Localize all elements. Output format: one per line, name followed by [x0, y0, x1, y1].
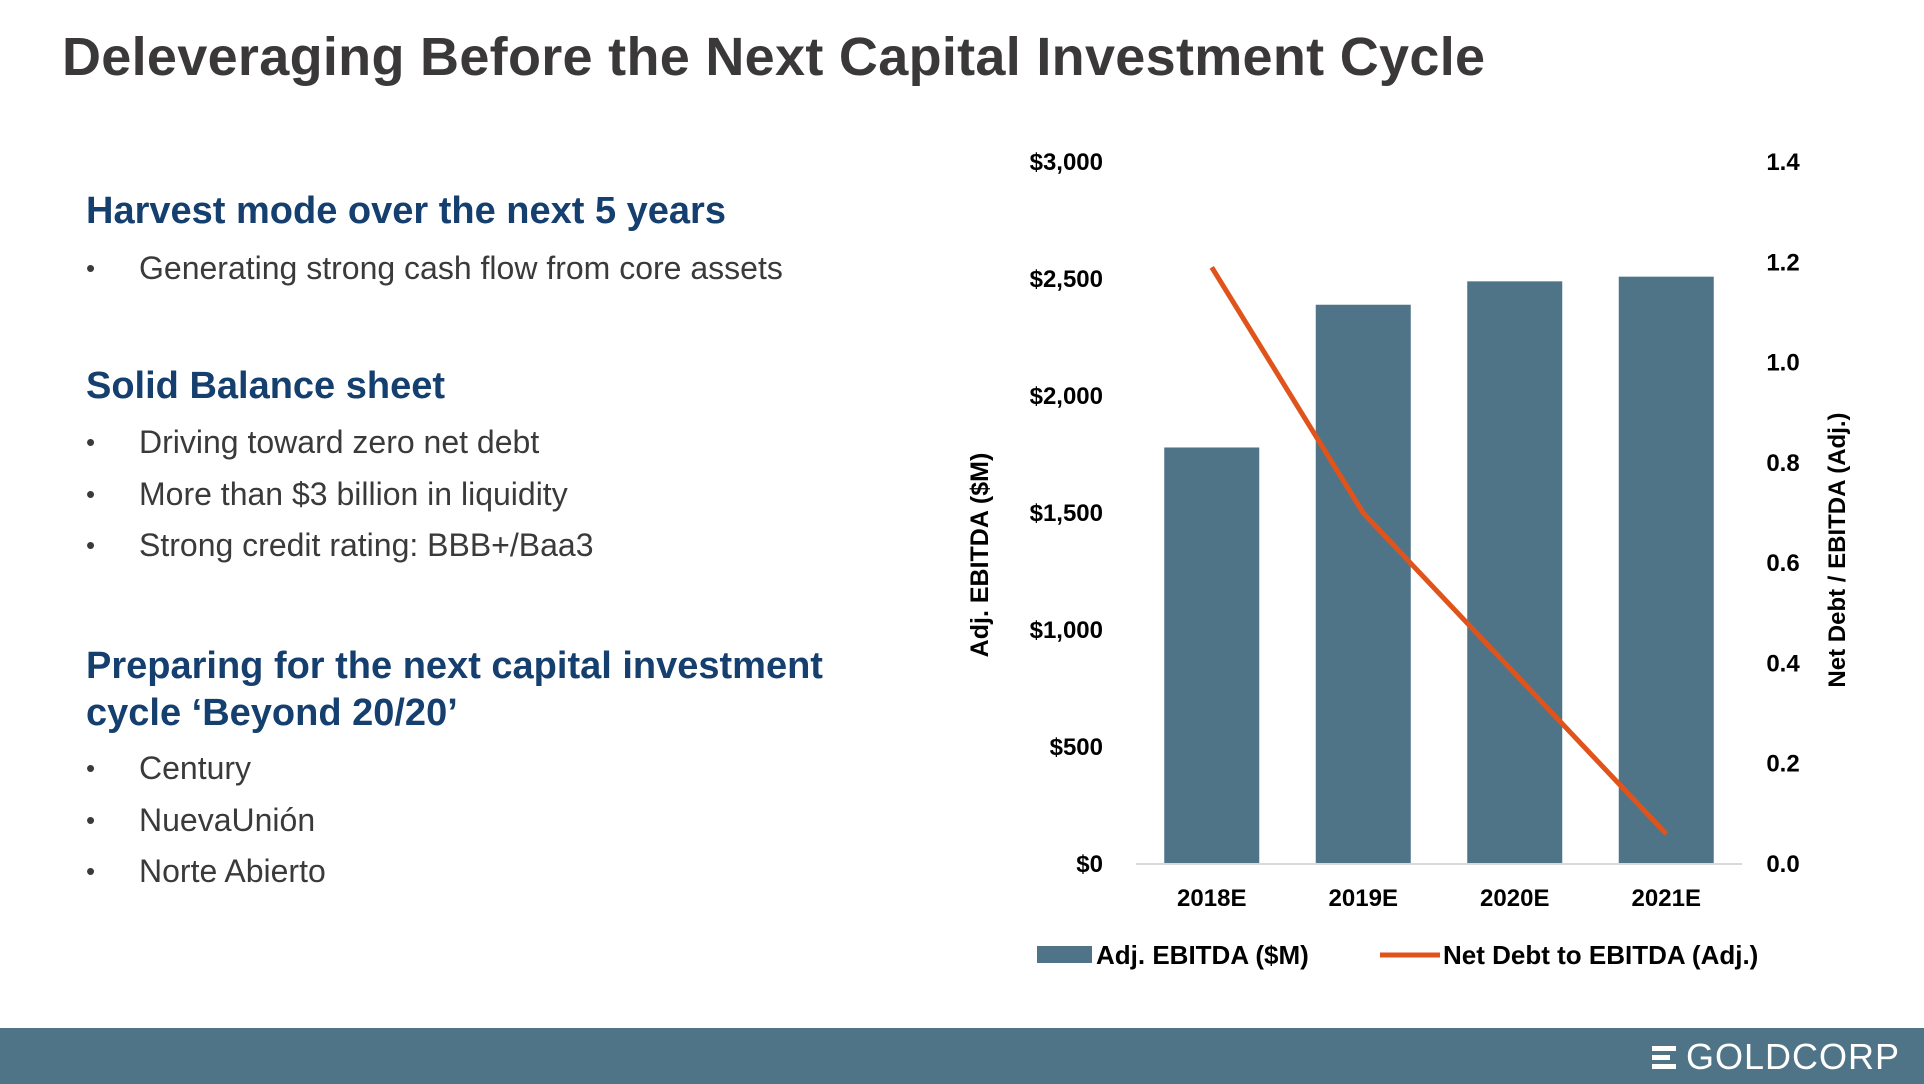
bullet-item: Century: [86, 743, 326, 795]
logo-lines-icon: [1651, 1044, 1682, 1070]
legend-label-net-debt: Net Debt to EBITDA (Adj.): [1443, 940, 1758, 970]
bar-2021E: [1618, 276, 1714, 864]
bullet-item: Generating strong cash flow from core as…: [86, 243, 783, 295]
ebitda-leverage-chart: $0 $500 $1,000 $1,500 $2,000 $2,500 $3,000 0.0 0…: [966, 149, 1851, 970]
y2-tick-label: 0.2: [1766, 751, 1799, 778]
y-axis-title: Adj. EBITDA ($M): [966, 453, 994, 658]
y-tick-label: $2,500: [1030, 266, 1103, 293]
bar-2018E: [1164, 447, 1260, 864]
y2-tick-label: 0.4: [1766, 650, 1800, 677]
section-heading-harvest: Harvest mode over the next 5 years: [86, 190, 726, 232]
x-tick-label: 2018E: [1177, 885, 1246, 912]
y-tick-label: $0: [1076, 851, 1103, 878]
y2-tick-label: 1.0: [1766, 350, 1799, 377]
legend-swatch-ebitda: [1037, 946, 1092, 963]
bullet-item: NuevaUnión: [86, 795, 326, 847]
y2-tick-label: 0.0: [1766, 851, 1799, 878]
bullet-item: Driving toward zero net debt: [86, 417, 593, 469]
bullet-item: Strong credit rating: BBB+/Baa3: [86, 520, 593, 572]
x-tick-label: 2021E: [1632, 885, 1701, 912]
x-tick-label: 2019E: [1329, 885, 1398, 912]
net-debt-line: [1209, 265, 1669, 836]
section-heading-capital-cycle: Preparing for the next capital investmen…: [86, 645, 823, 734]
x-tick-label: 2020E: [1480, 885, 1549, 912]
bullet-list-balance-sheet: Driving toward zero net debt More than $…: [86, 417, 593, 572]
section-heading-balance-sheet: Solid Balance sheet: [86, 365, 446, 407]
y-tick-label: $1,000: [1030, 617, 1103, 644]
y2-axis-title: Net Debt / EBITDA (Adj.): [1824, 412, 1851, 687]
logo-text: GOLDCORP: [1685, 1036, 1900, 1077]
y-tick-label: $500: [1050, 734, 1103, 761]
bullet-list-harvest: Generating strong cash flow from core as…: [86, 243, 783, 295]
goldcorp-logo: GOLDCORP: [1651, 1036, 1900, 1078]
y2-tick-label: 0.6: [1766, 550, 1799, 577]
bar-2020E: [1467, 281, 1563, 865]
y2-tick-label: 1.4: [1766, 149, 1800, 176]
footer-bar: GOLDCORP: [0, 1028, 1924, 1084]
legend-label-ebitda: Adj. EBITDA ($M): [1096, 940, 1309, 970]
bar-2019E: [1315, 304, 1411, 864]
page-title: Deleveraging Before the Next Capital Inv…: [62, 27, 1486, 87]
y-tick-label: $1,500: [1030, 500, 1103, 527]
bullet-item: More than $3 billion in liquidity: [86, 469, 593, 521]
bullet-list-capital-cycle: Century NuevaUnión Norte Abierto: [86, 743, 326, 898]
y-tick-label: $3,000: [1030, 149, 1103, 176]
y2-tick-label: 0.8: [1766, 450, 1799, 477]
y2-tick-label: 1.2: [1766, 249, 1799, 276]
y-tick-label: $2,000: [1030, 383, 1103, 410]
bullet-item: Norte Abierto: [86, 846, 326, 898]
